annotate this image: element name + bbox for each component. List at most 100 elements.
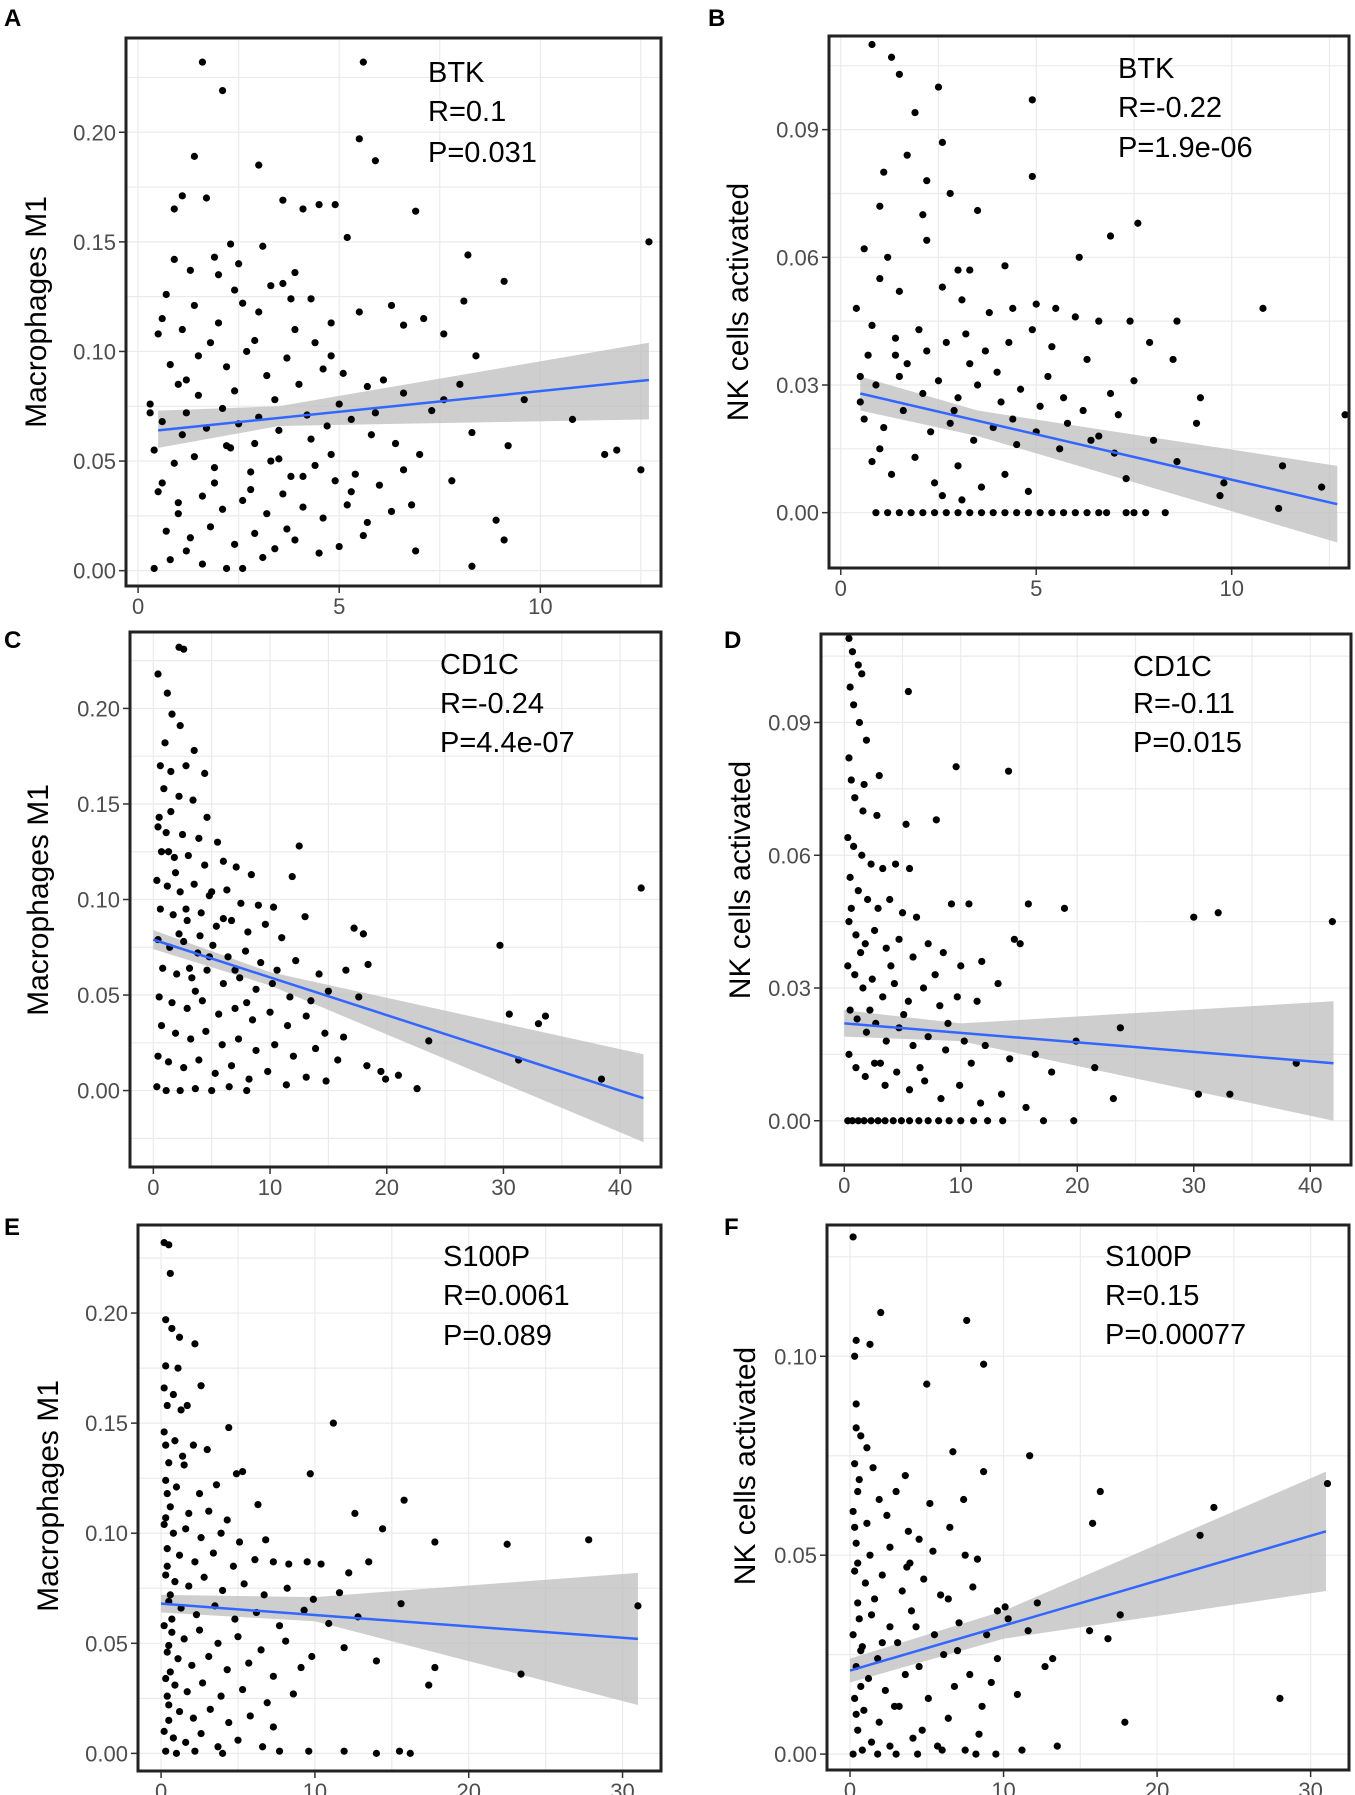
data-point [372,1749,381,1757]
data-point [315,200,323,209]
data-point [288,872,296,881]
p-value: P=4.4e-07 [440,727,575,759]
data-point [213,838,222,846]
data-point [894,1639,902,1647]
data-point [1005,338,1013,347]
data-point [183,1401,191,1410]
data-point [975,1730,983,1738]
data-point [218,87,227,95]
y-tick-label: 0.20 [77,696,120,721]
data-point [166,361,174,369]
data-point [279,279,287,288]
data-point [232,1470,241,1478]
data-point [637,466,645,474]
data-point [165,1241,173,1249]
data-point [858,851,866,859]
data-point [197,1534,205,1542]
data-point [191,1340,199,1348]
data-point [169,1390,177,1399]
data-point [869,1464,877,1472]
data-point [1318,483,1326,491]
data-point [905,864,914,873]
data-point [1121,1718,1129,1726]
data-point [1031,1050,1039,1058]
y-axis-title: Macrophages M1 [20,196,53,428]
data-point [854,1117,862,1125]
data-point [950,1682,959,1691]
data-point [269,903,278,911]
data-point [844,833,852,842]
data-point [324,987,332,995]
data-point [857,1682,865,1691]
data-point [931,971,939,979]
data-point [930,1631,939,1639]
data-point [173,970,181,978]
data-point [234,1035,243,1043]
data-point [985,309,993,317]
data-point [299,472,307,480]
data-point [412,547,420,555]
data-point [182,376,190,384]
data-point [303,1558,311,1566]
data-point [903,1563,911,1571]
data-point [938,138,946,146]
data-point [882,944,890,952]
data-point [301,913,309,921]
data-point [957,962,965,970]
data-point [425,1037,433,1045]
data-point [327,352,335,360]
panel-letter-b: B [708,5,725,32]
data-point [190,301,198,310]
data-point [399,389,408,397]
y-tick-label: 0.05 [73,449,116,474]
data-point [868,458,876,466]
data-point [208,888,216,896]
data-point [295,842,303,850]
data-point [972,1750,980,1758]
data-point [904,1527,912,1535]
data-point [194,391,203,399]
data-point [428,407,436,415]
data-point [269,1558,277,1566]
data-point [919,509,927,517]
data-point [359,531,367,540]
data-point [895,935,903,943]
data-point [1075,253,1083,261]
data-point [901,1472,909,1480]
data-point [160,1428,168,1436]
x-tick-label: 30 [1298,1778,1322,1795]
data-point [243,999,251,1007]
data-point [190,746,198,755]
data-point [245,1659,253,1667]
data-point [363,1062,371,1070]
data-point [500,277,508,285]
data-point [932,816,940,824]
data-point [154,823,162,831]
regression-line [859,392,1338,506]
data-point [849,1750,857,1758]
data-point [934,83,943,91]
data-point [185,1509,193,1518]
data-point [170,255,178,263]
data-point [163,1401,171,1410]
data-point [949,1448,957,1456]
data-point [227,916,236,925]
data-point [180,1461,188,1469]
data-point [1095,432,1103,440]
data-point [448,477,456,485]
data-point [180,937,188,946]
data-point [146,409,154,417]
data-point [299,205,307,213]
data-point [997,398,1005,406]
data-point [874,1655,882,1663]
data-point [364,960,372,969]
data-point [920,1575,928,1583]
data-point [163,689,171,697]
data-point [1001,509,1009,517]
x-tick-label: 10 [991,1778,1015,1795]
data-point [219,1749,227,1757]
data-point [851,1460,859,1468]
data-point [613,446,621,454]
data-point [218,1041,226,1049]
data-point [232,863,240,871]
